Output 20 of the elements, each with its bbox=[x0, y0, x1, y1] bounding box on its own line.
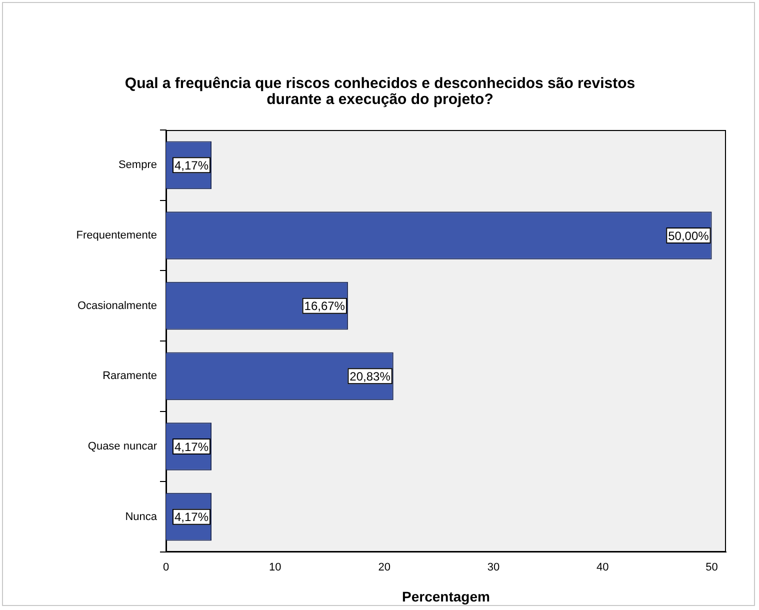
x-tick-label: 40 bbox=[596, 562, 609, 574]
data-label: 4,17% bbox=[174, 158, 209, 172]
x-axis-title: Percentagem bbox=[402, 588, 490, 604]
y-tick-label: Nunca bbox=[125, 510, 158, 523]
data-label: 20,83% bbox=[350, 369, 391, 384]
x-tick-label: 50 bbox=[706, 562, 718, 574]
x-tick-label: 20 bbox=[378, 562, 390, 574]
x-tick-label: 30 bbox=[487, 562, 500, 574]
y-tick-label: Quase nuncar bbox=[88, 440, 158, 453]
data-label: 4,17% bbox=[174, 510, 209, 524]
data-label: 4,17% bbox=[174, 440, 209, 454]
data-label: 50,00% bbox=[668, 228, 710, 243]
y-tick-label: Frequentemente bbox=[76, 230, 157, 242]
x-tick-label: 10 bbox=[269, 562, 282, 574]
data-label: 16,67% bbox=[304, 299, 346, 314]
chart-title: Qual a frequência que riscos conhecidos e desconhecidos são revistos durante a execução do projeto? bbox=[124, 75, 636, 108]
y-tick-label: Raramente bbox=[102, 370, 157, 382]
x-tick-label: 0 bbox=[162, 562, 170, 574]
y-tick-label: Ocasionalmente bbox=[78, 300, 157, 312]
y-tick-label: Sempre bbox=[118, 159, 157, 172]
